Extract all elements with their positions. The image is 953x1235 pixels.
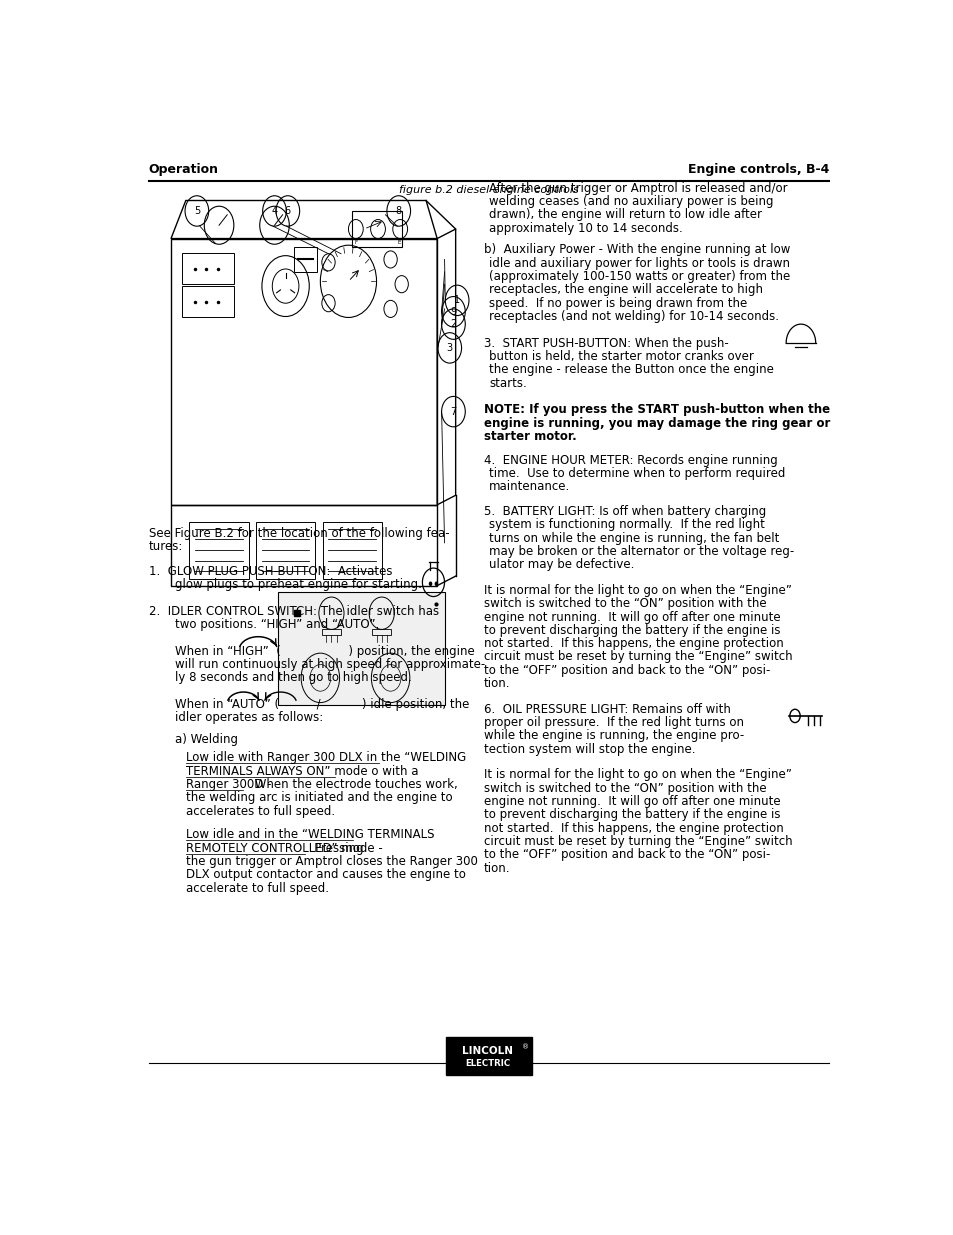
Text: 6.  OIL PRESSURE LIGHT: Remains off with: 6. OIL PRESSURE LIGHT: Remains off with	[483, 703, 730, 716]
Text: maintenance.: maintenance.	[488, 480, 570, 493]
Text: 5: 5	[193, 206, 200, 216]
Text: switch is switched to the “ON” position with the: switch is switched to the “ON” position …	[483, 782, 765, 794]
Text: time.  Use to determine when to perform required: time. Use to determine when to perform r…	[488, 467, 784, 480]
Text: glow plugs to preheat engine for starting.: glow plugs to preheat engine for startin…	[174, 578, 421, 592]
Text: system is functioning normally.  If the red light: system is functioning normally. If the r…	[488, 519, 764, 531]
Text: not started.  If this happens, the engine protection: not started. If this happens, the engine…	[483, 637, 782, 650]
Text: Low idle and in the “WELDING TERMINALS: Low idle and in the “WELDING TERMINALS	[186, 829, 434, 841]
Text: the gun trigger or Amptrol closes the Ranger 300: the gun trigger or Amptrol closes the Ra…	[186, 855, 477, 868]
Circle shape	[428, 582, 432, 587]
Text: TERMINALS ALWAYS ON” mode o with a: TERMINALS ALWAYS ON” mode o with a	[186, 764, 417, 778]
Text: engine not running.  It will go off after one minute: engine not running. It will go off after…	[483, 610, 780, 624]
Text: to the “OFF” position and back to the “ON” posi-: to the “OFF” position and back to the “O…	[483, 848, 769, 861]
Text: 6: 6	[284, 206, 291, 216]
Text: drawn), the engine will return to low idle after: drawn), the engine will return to low id…	[488, 209, 761, 221]
Text: accelerate to full speed.: accelerate to full speed.	[186, 882, 329, 894]
Text: to the “OFF” position and back to the “ON” posi-: to the “OFF” position and back to the “O…	[483, 663, 769, 677]
Text: approximately 10 to 14 seconds.: approximately 10 to 14 seconds.	[488, 221, 682, 235]
Text: REMOTELY CONTROLLED” mode -: REMOTELY CONTROLLED” mode -	[186, 841, 382, 855]
Text: Pressing: Pressing	[302, 841, 363, 855]
Text: NOTE: If you press the START push-button when the: NOTE: If you press the START push-button…	[483, 403, 829, 416]
Text: (approximately 100-150 watts or greater) from the: (approximately 100-150 watts or greater)…	[488, 270, 789, 283]
Text: tion.: tion.	[483, 862, 510, 874]
Text: 9: 9	[450, 306, 456, 316]
Circle shape	[435, 582, 437, 587]
Text: Ranger 300D -: Ranger 300D -	[186, 778, 271, 790]
Text: welding ceases (and no auxiliary power is being: welding ceases (and no auxiliary power i…	[488, 195, 773, 207]
Text: circuit must be reset by turning the “Engine” switch: circuit must be reset by turning the “En…	[483, 651, 792, 663]
Text: E: E	[396, 240, 400, 245]
Text: will run continuously at high speed for approximate-: will run continuously at high speed for …	[174, 658, 484, 671]
Text: may be broken or the alternator or the voltage reg-: may be broken or the alternator or the v…	[488, 545, 793, 558]
Text: button is held, the starter motor cranks over: button is held, the starter motor cranks…	[488, 350, 753, 363]
Text: to prevent discharging the battery if the engine is: to prevent discharging the battery if th…	[483, 809, 780, 821]
Text: ELECTRIC: ELECTRIC	[464, 1058, 510, 1067]
Text: a) Welding: a) Welding	[174, 734, 237, 746]
Text: idler operates as follows:: idler operates as follows:	[174, 711, 323, 724]
Text: Low idle with Ranger 300 DLX in the “WELDING: Low idle with Ranger 300 DLX in the “WEL…	[186, 751, 466, 764]
Polygon shape	[446, 1037, 531, 1076]
Text: 3.  START PUSH-BUTTON: When the push-: 3. START PUSH-BUTTON: When the push-	[483, 337, 728, 350]
Text: two positions. “HIGH” and “AUTO”.: two positions. “HIGH” and “AUTO”.	[174, 619, 378, 631]
Text: idle and auxiliary power for lights or tools is drawn: idle and auxiliary power for lights or t…	[488, 257, 789, 269]
Text: After the gun trigger or Amptrol is released and/or: After the gun trigger or Amptrol is rele…	[488, 182, 787, 195]
Text: circuit must be reset by turning the “Engine” switch: circuit must be reset by turning the “En…	[483, 835, 792, 848]
Text: to prevent discharging the battery if the engine is: to prevent discharging the battery if th…	[483, 624, 780, 637]
Text: 2: 2	[450, 319, 456, 329]
Text: tures:: tures:	[149, 540, 183, 553]
Text: Operation: Operation	[149, 163, 218, 175]
Text: F: F	[354, 240, 357, 245]
Text: 1.  GLOW PLUG PUSH-BUTTON:  Activates: 1. GLOW PLUG PUSH-BUTTON: Activates	[149, 564, 392, 578]
Text: not started.  If this happens, the engine protection: not started. If this happens, the engine…	[483, 821, 782, 835]
Text: 1: 1	[454, 295, 459, 305]
Text: ®: ®	[521, 1044, 528, 1050]
Text: turns on while the engine is running, the fan belt: turns on while the engine is running, th…	[488, 531, 779, 545]
Text: figure b.2 diesel engine controls: figure b.2 diesel engine controls	[398, 185, 578, 195]
Text: 2.  IDLER CONTROL SWITCH: The idler switch has: 2. IDLER CONTROL SWITCH: The idler switc…	[149, 605, 438, 618]
Text: switch is switched to the “ON” position with the: switch is switched to the “ON” position …	[483, 598, 765, 610]
Text: the engine - release the Button once the engine: the engine - release the Button once the…	[488, 363, 773, 377]
Text: starter motor.: starter motor.	[483, 430, 576, 443]
Text: starts.: starts.	[488, 377, 526, 389]
Text: tion.: tion.	[483, 677, 510, 690]
Text: See Figure B.2 for the location of the following fea-: See Figure B.2 for the location of the f…	[149, 527, 449, 540]
Text: 8: 8	[395, 206, 401, 216]
Text: When in “AUTO” (          /           ) idle position, the: When in “AUTO” ( / ) idle position, the	[174, 698, 469, 711]
Text: 4.  ENGINE HOUR METER: Records engine running: 4. ENGINE HOUR METER: Records engine run…	[483, 453, 777, 467]
Text: It is normal for the light to go on when the “Engine”: It is normal for the light to go on when…	[483, 768, 791, 782]
Text: Engine controls, B-4: Engine controls, B-4	[687, 163, 828, 175]
Text: engine not running.  It will go off after one minute: engine not running. It will go off after…	[483, 795, 780, 808]
Text: When the electrode touches work,: When the electrode touches work,	[251, 778, 457, 790]
Text: LINCOLN: LINCOLN	[461, 1046, 513, 1056]
Text: receptacles (and not welding) for 10-14 seconds.: receptacles (and not welding) for 10-14 …	[488, 310, 778, 324]
Text: b)  Auxiliary Power - With the engine running at low: b) Auxiliary Power - With the engine run…	[483, 243, 789, 257]
Polygon shape	[278, 593, 444, 704]
Text: DLX output contactor and causes the engine to: DLX output contactor and causes the engi…	[186, 868, 465, 882]
Text: 5.  BATTERY LIGHT: Is off when battery charging: 5. BATTERY LIGHT: Is off when battery ch…	[483, 505, 765, 517]
Text: engine is running, you may damage the ring gear or: engine is running, you may damage the ri…	[483, 416, 829, 430]
Text: It is normal for the light to go on when the “Engine”: It is normal for the light to go on when…	[483, 584, 791, 597]
Text: When in “HIGH”  (                  ) position, the engine: When in “HIGH” ( ) position, the engine	[174, 645, 474, 658]
Text: tection system will stop the engine.: tection system will stop the engine.	[483, 742, 695, 756]
Text: proper oil pressure.  If the red light turns on: proper oil pressure. If the red light tu…	[483, 716, 743, 729]
Text: while the engine is running, the engine pro-: while the engine is running, the engine …	[483, 730, 743, 742]
Text: 3: 3	[446, 343, 453, 353]
Text: 4: 4	[272, 206, 277, 216]
Text: speed.  If no power is being drawn from the: speed. If no power is being drawn from t…	[488, 296, 746, 310]
Text: ly 8 seconds and then go to high speed.: ly 8 seconds and then go to high speed.	[174, 672, 411, 684]
Text: receptacles, the engine will accelerate to high: receptacles, the engine will accelerate …	[488, 283, 762, 296]
Text: ulator may be defective.: ulator may be defective.	[488, 558, 634, 572]
Text: 7: 7	[450, 406, 456, 416]
Text: the welding arc is initiated and the engine to: the welding arc is initiated and the eng…	[186, 792, 452, 804]
Text: accelerates to full speed.: accelerates to full speed.	[186, 804, 335, 818]
